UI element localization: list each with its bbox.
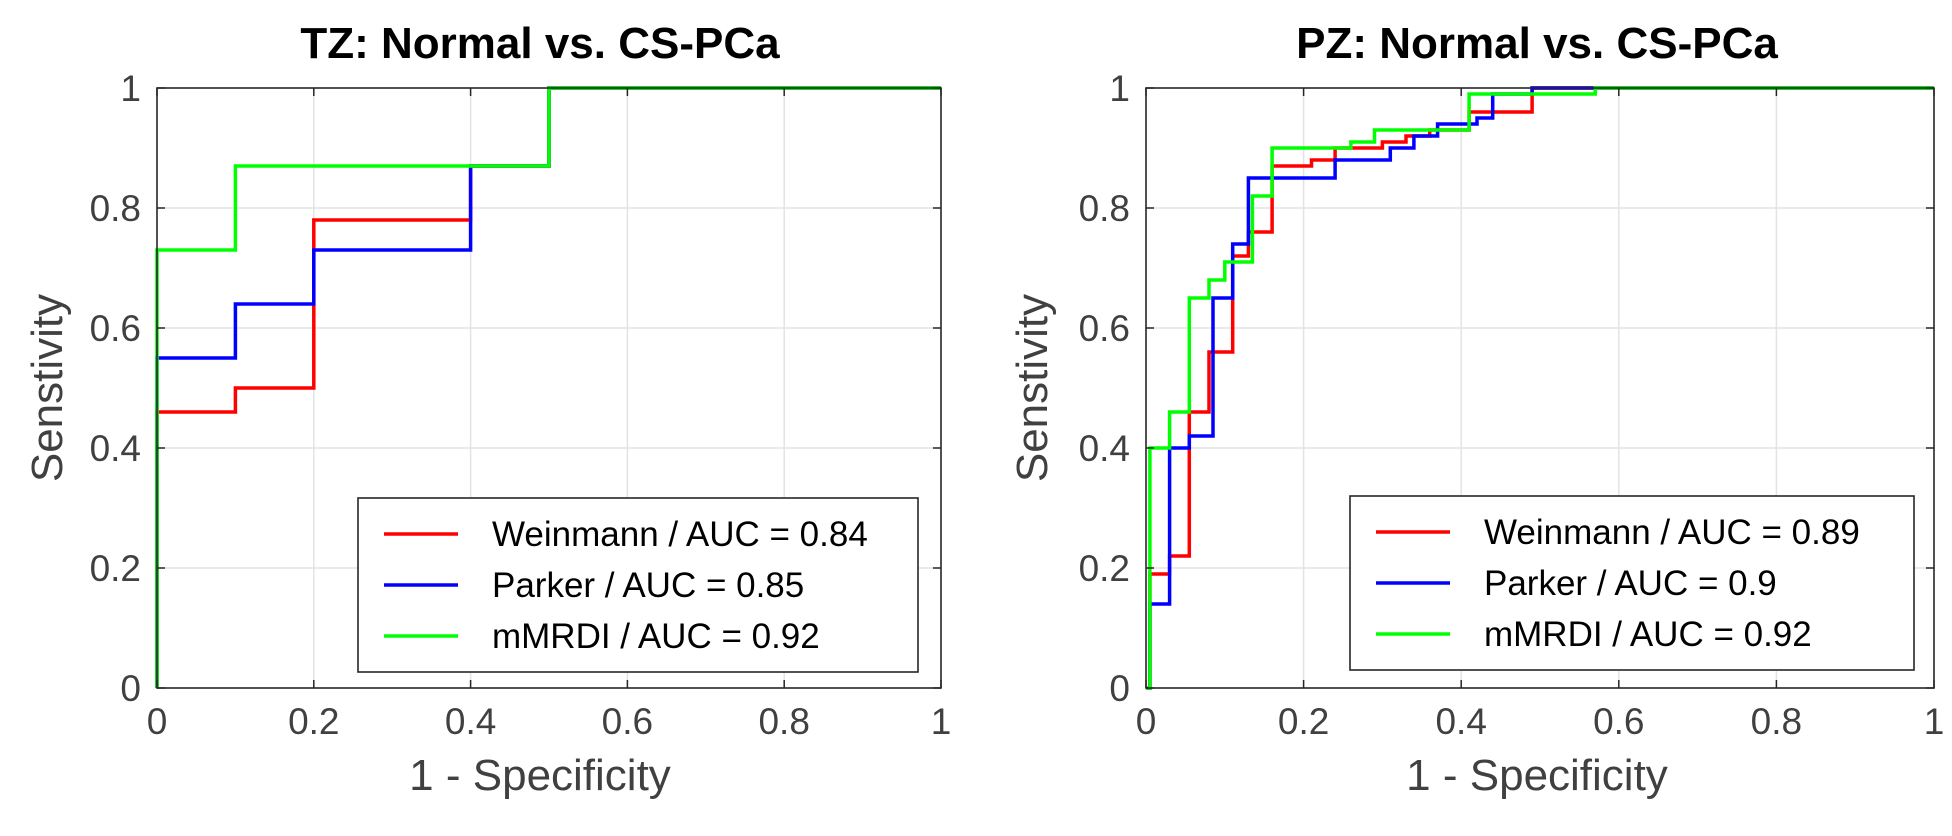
y-tick-label: 0.2: [1079, 548, 1130, 589]
tick-labels: 0 0.2 0.4 0.6 0.8 1 0 0.2 0.4 0.6 0.8 1: [90, 68, 952, 742]
y-tick-label: 0.8: [1079, 188, 1130, 229]
legend-entry: Parker / AUC = 0.9: [1484, 564, 1777, 603]
x-tick-label: 1: [1924, 701, 1945, 742]
legend-entry: Weinmann / AUC = 0.84: [492, 515, 868, 554]
tick-labels: 0 0.2 0.4 0.6 0.8 1 0 0.2 0.4 0.6 0.8 1: [1079, 68, 1945, 742]
x-tick-label: 0.6: [1593, 701, 1644, 742]
x-tick-label: 0.2: [1278, 701, 1329, 742]
y-tick-label: 0: [1109, 668, 1130, 709]
y-tick-label: 0.6: [1079, 308, 1130, 349]
y-tick-label: 0: [120, 668, 141, 709]
legend: Weinmann / AUC = 0.89 Parker / AUC = 0.9 m…: [1349, 495, 1915, 671]
x-tick-label: 0.6: [602, 701, 653, 742]
y-tick-label: 0.8: [90, 188, 141, 229]
axes-box: [156, 87, 942, 689]
x-tick-label: 1: [931, 701, 952, 742]
y-axis-label: Senstivity: [1008, 294, 1057, 482]
y-tick-label: 0.6: [90, 308, 141, 349]
series-line-3: [1146, 86, 1934, 690]
y-axis-label: Senstivity: [23, 294, 72, 482]
axes-frame: [1145, 87, 1935, 689]
x-axis-label: 1 - Specificity: [409, 751, 671, 800]
x-tick-label: 0.4: [445, 701, 496, 742]
x-tick-label: 0: [147, 701, 168, 742]
legend-entry: Weinmann / AUC = 0.89: [1484, 513, 1860, 552]
chart-tz: TZ: Normal vs. CS-PCa 0 0.2 0.4 0.6 0.8 1 0 0.2…: [23, 19, 951, 800]
y-tick-label: 1: [120, 68, 141, 109]
y-tick-label: 0.4: [1079, 428, 1130, 469]
y-tick-label: 1: [1109, 68, 1130, 109]
axes-box: [1145, 87, 1935, 689]
x-tick-label: 0.4: [1435, 701, 1486, 742]
x-tick-label: 0.2: [288, 701, 339, 742]
plot-area: [1146, 86, 1934, 690]
chart-title: PZ: Normal vs. CS-PCa: [1296, 19, 1778, 68]
chart-pz: PZ: Normal vs. CS-PCa 0 0.2 0.4 0.6 0.8 1 0 0.2…: [1008, 19, 1944, 800]
y-tick-label: 0.4: [90, 428, 141, 469]
legend-entry: mMRDI / AUC = 0.92: [1484, 615, 1812, 654]
legend: Weinmann / AUC = 0.84 Parker / AUC = 0.85…: [357, 497, 919, 673]
y-tick-label: 0.2: [90, 548, 141, 589]
legend-entry: Parker / AUC = 0.85: [492, 566, 804, 605]
series-line-2: [1146, 86, 1934, 690]
x-tick-label: 0.8: [758, 701, 809, 742]
x-tick-label: 0.8: [1751, 701, 1802, 742]
legend-entry: mMRDI / AUC = 0.92: [492, 617, 820, 656]
axes-frame: [156, 87, 942, 689]
x-tick-label: 0: [1136, 701, 1157, 742]
x-axis-label: 1 - Specificity: [1406, 751, 1668, 800]
chart-title: TZ: Normal vs. CS-PCa: [300, 19, 780, 68]
